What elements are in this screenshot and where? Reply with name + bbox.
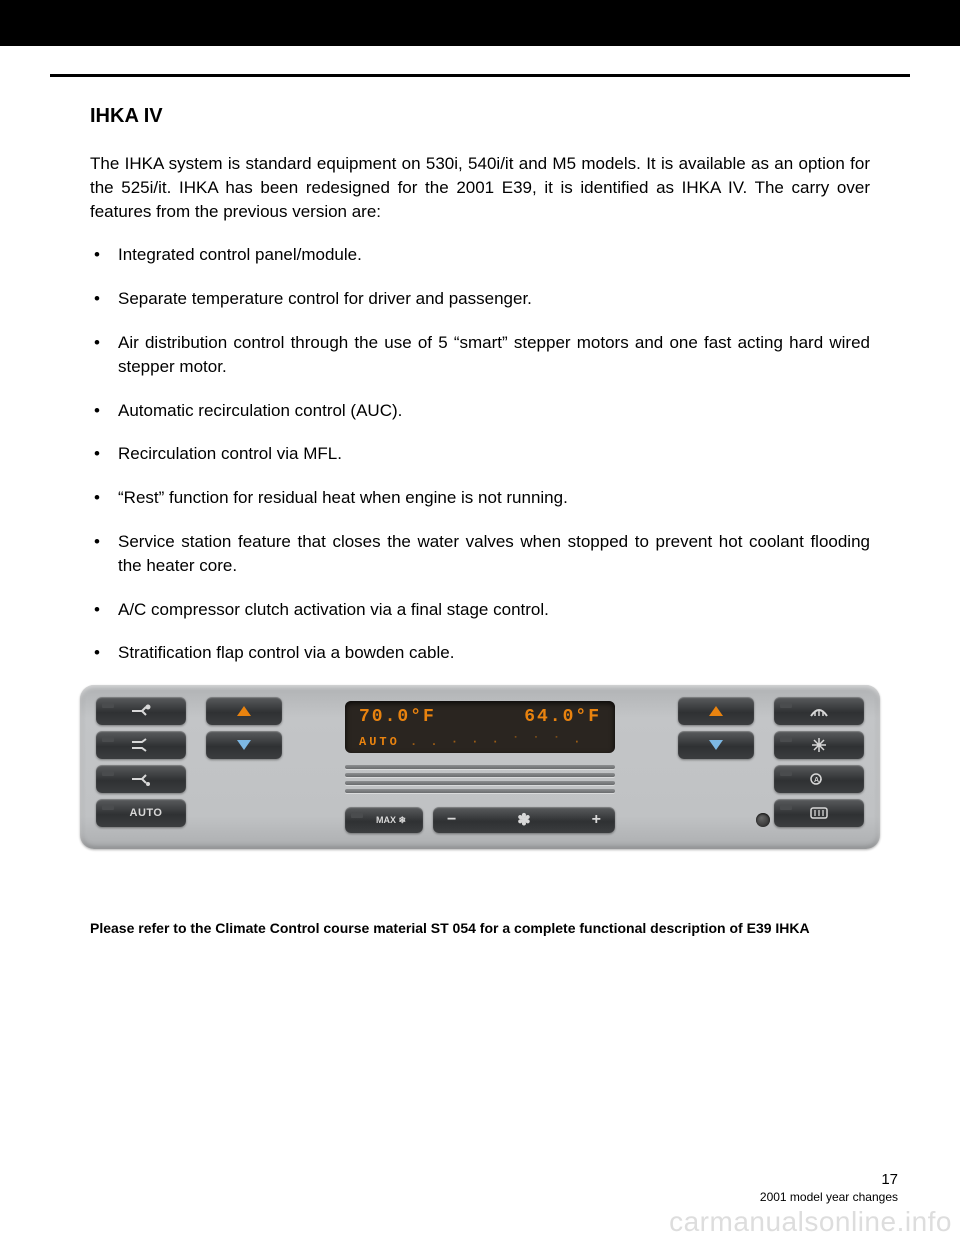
list-item: Stratification flap control via a bowden… [90,641,870,665]
svg-text:A: A [814,777,819,784]
list-item: Integrated control panel/module. [90,243,870,267]
list-item: Air distribution control through the use… [90,331,870,379]
center-stack: 70.0°F 64.0°F AUTO . . · · · ˙ ˙ ˙ · MAX… [302,697,658,837]
passenger-temp-controls [678,697,754,837]
ac-snowflake-button[interactable] [774,731,864,759]
left-mode-buttons: AUTO [96,697,186,837]
face-vent-button[interactable] [96,697,186,725]
list-item: A/C compressor clutch activation via a f… [90,598,870,622]
arrow-down-icon [237,740,251,750]
reference-note: Please refer to the Climate Control cour… [90,919,870,939]
arrow-up-icon [237,706,251,716]
floor-vent-button[interactable] [96,765,186,793]
recirculation-button[interactable]: A [774,765,864,793]
snowflake-icon [810,736,828,754]
max-ac-button[interactable]: MAX ❄ [345,807,423,833]
driver-temp-down-button[interactable] [206,731,282,759]
center-bottom-row: MAX ❄ − ✽ + [345,807,615,833]
passenger-temp-readout: 64.0°F [524,707,601,727]
list-item: Separate temperature control for driver … [90,287,870,311]
auto-button[interactable]: AUTO [96,799,186,827]
auto-label: AUTO [130,807,163,819]
fan-speed-control[interactable]: − ✽ + [433,807,615,833]
page-title: IHKA IV [90,105,870,128]
page-footer: 17 2001 model year changes [760,1171,898,1204]
right-function-buttons: A [774,697,864,837]
fan-icon: ✽ [517,810,530,830]
recirculation-icon: A [807,770,831,788]
top-black-bar [0,0,960,46]
temperature-display: 70.0°F 64.0°F AUTO . . · · · ˙ ˙ ˙ · [345,701,615,753]
feature-list: Integrated control panel/module. Separat… [90,243,870,665]
watermark: carmanualsonline.info [0,1206,960,1238]
face-vent-icon [129,702,153,720]
max-label: MAX ❄ [376,815,406,826]
driver-temp-readout: 70.0°F [359,707,436,727]
floor-vent-icon [129,770,153,788]
intro-paragraph: The IHKA system is standard equipment on… [90,152,870,223]
bilevel-vent-button[interactable] [96,731,186,759]
top-divider [50,74,910,77]
climate-panel-figure: AUTO 70.0°F 64.0°F AUTO . . · · · ˙ ˙ ˙ … [80,685,880,849]
rear-defrost-button[interactable] [774,799,864,827]
center-vent-louvers [345,765,615,793]
interior-sensor [756,813,770,827]
climate-panel: AUTO 70.0°F 64.0°F AUTO . . · · · ˙ ˙ ˙ … [80,685,880,849]
driver-temp-up-button[interactable] [206,697,282,725]
display-dots: . . · · · ˙ ˙ ˙ · [410,735,583,749]
front-defrost-button[interactable] [774,697,864,725]
fan-minus: − [447,811,456,829]
list-item: Recirculation control via MFL. [90,442,870,466]
rear-defrost-icon [807,804,831,822]
list-item: Automatic recirculation control (AUC). [90,399,870,423]
passenger-temp-up-button[interactable] [678,697,754,725]
list-item: “Rest” function for residual heat when e… [90,486,870,510]
page-content: IHKA IV The IHKA system is standard equi… [90,105,870,665]
fan-plus: + [592,811,601,829]
page-number: 17 [760,1171,898,1188]
arrow-down-icon [709,740,723,750]
front-defrost-icon [807,702,831,720]
footer-caption: 2001 model year changes [760,1190,898,1204]
display-mode: AUTO [359,735,400,749]
driver-temp-controls [206,697,282,837]
list-item: Service station feature that closes the … [90,530,870,578]
passenger-temp-down-button[interactable] [678,731,754,759]
bilevel-vent-icon [129,736,153,754]
arrow-up-icon [709,706,723,716]
